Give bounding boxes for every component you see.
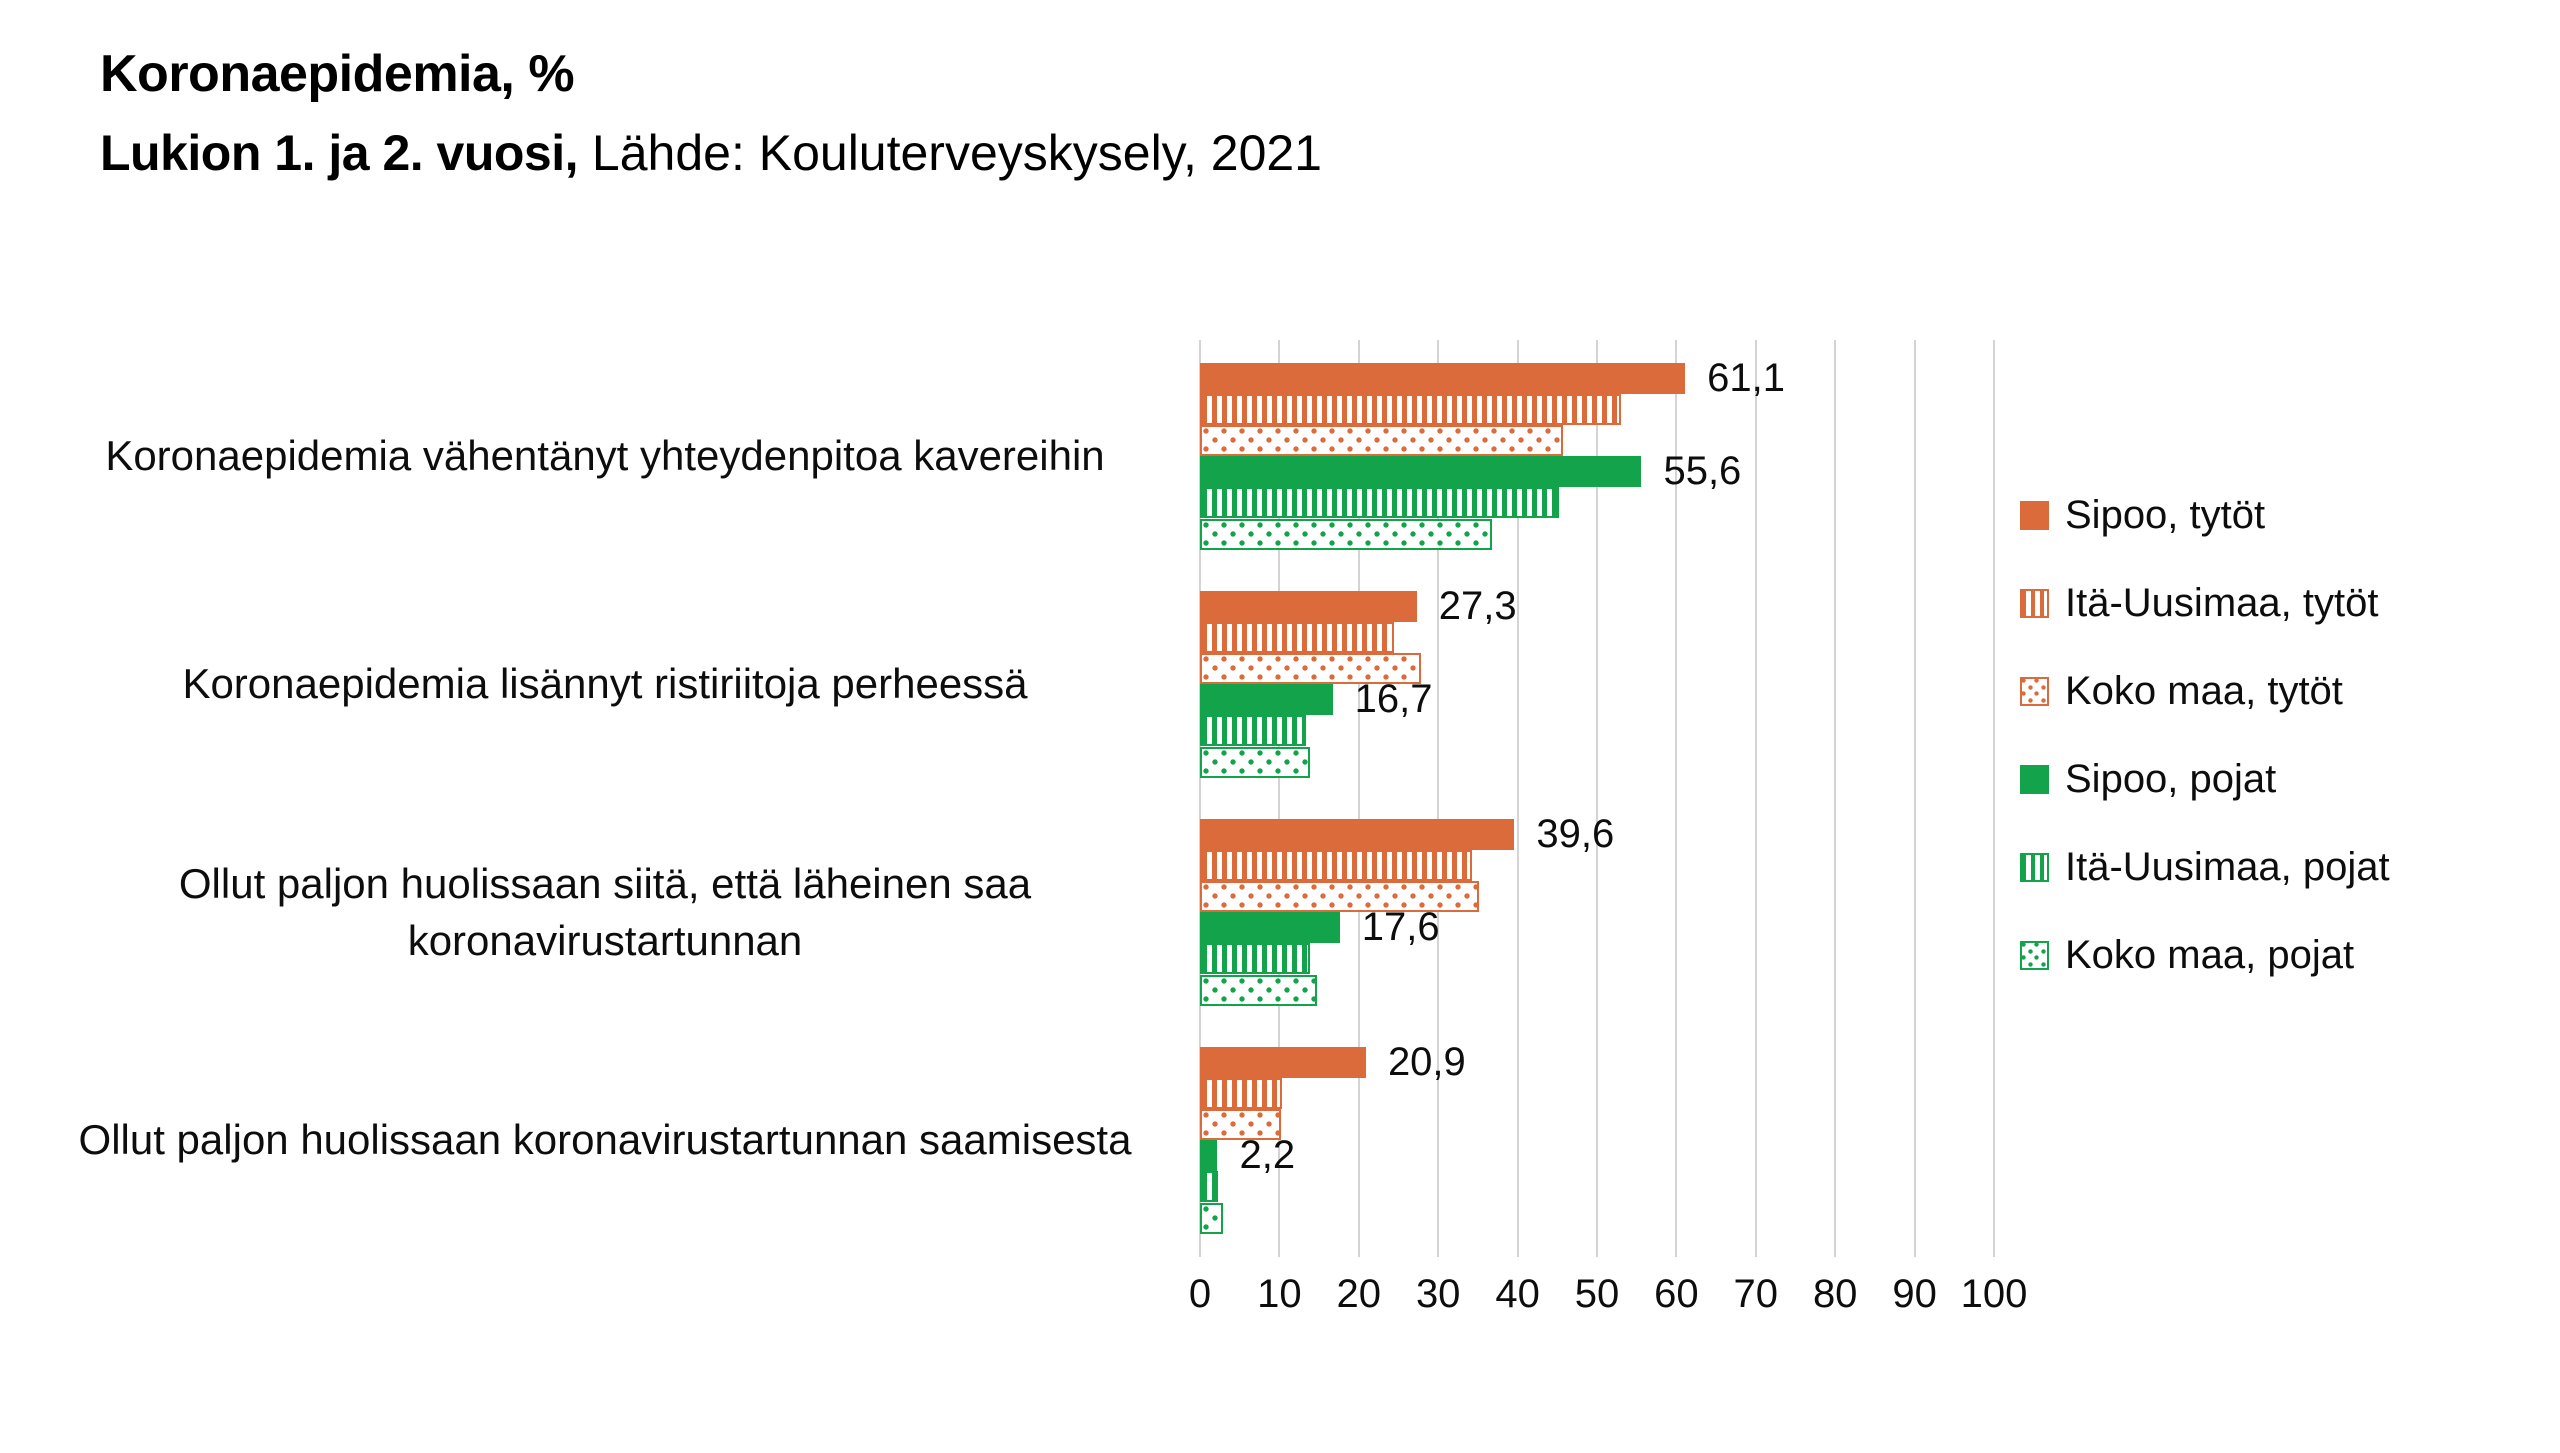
gridline [1754, 340, 1757, 1257]
gridline [1437, 340, 1440, 1257]
x-tick-label: 80 [1812, 1272, 1858, 1316]
bar-stripes-series4-cat3 [1200, 1171, 1219, 1203]
legend-swatch-solid-icon [2020, 500, 2049, 530]
bar-solid-series3-cat0 [1200, 456, 1642, 488]
bar-stripes-series1-cat3 [1200, 1078, 1282, 1110]
category-label: Koronaepidemia vähentänyt yhteydenpitoa … [105, 432, 1105, 480]
legend-label: Itä-Uusimaa, pojat [2065, 844, 2390, 889]
value-label: 17,6 [1361, 905, 1440, 950]
legend-item: Itä-Uusimaa, tytöt [2020, 581, 2378, 625]
value-label: 20,9 [1387, 1040, 1466, 1084]
legend-label: Itä-Uusimaa, tytöt [2065, 580, 2379, 625]
legend-item: Sipoo, pojat [2020, 757, 2276, 801]
legend-item: Koko maa, tytöt [2020, 669, 2343, 713]
bar-dots-series2-cat2 [1200, 881, 1480, 913]
bar-stripes-series1-cat2 [1200, 850, 1473, 882]
x-tick-label: 0 [1188, 1272, 1212, 1316]
legend-swatch-dots-icon [2020, 676, 2049, 706]
bar-dots-series2-cat1 [1200, 653, 1421, 685]
x-tick-label: 40 [1495, 1272, 1540, 1316]
legend-swatch-stripes-icon [2020, 852, 2049, 882]
bar-dots-series2-cat3 [1200, 1109, 1281, 1141]
gridline [1278, 340, 1281, 1257]
x-tick-label: 70 [1733, 1272, 1779, 1316]
x-tick-label: 60 [1654, 1272, 1699, 1316]
value-label: 2,2 [1239, 1133, 1296, 1178]
chart-header: Koronaepidemia, % Lukion 1. ja 2. vuosi,… [100, 48, 1322, 178]
gridline [1516, 340, 1519, 1257]
legend-item: Itä-Uusimaa, pojat [2020, 845, 2390, 889]
bar-stripes-series4-cat0 [1200, 487, 1559, 519]
legend-swatch-stripes-icon [2020, 588, 2049, 618]
legend-swatch-dots-icon [2020, 940, 2049, 970]
gridline [1913, 340, 1916, 1257]
value-label: 16,7 [1354, 677, 1433, 722]
bar-dots-series5-cat1 [1200, 746, 1311, 778]
legend-swatch-solid-icon [2020, 764, 2049, 794]
gridline [1834, 340, 1837, 1257]
legend-label: Koko maa, pojat [2065, 932, 2355, 977]
gridline [1357, 340, 1360, 1257]
bar-dots-series5-cat3 [1200, 1202, 1224, 1234]
value-label: 39,6 [1536, 812, 1615, 856]
value-label: 55,6 [1663, 449, 1742, 494]
category-label: Ollut paljon huolissaan koronavirustartu… [78, 1116, 1132, 1164]
legend-label: Koko maa, tytöt [2065, 668, 2343, 713]
gridline [1675, 340, 1678, 1257]
category-label: Ollut paljon huolissaan siitä, että lähe… [178, 859, 1032, 964]
legend-label: Sipoo, tytöt [2065, 492, 2266, 537]
bar-solid-series3-cat3 [1200, 1140, 1218, 1172]
chart-subtitle: Lukion 1. ja 2. vuosi, Lähde: Kouluterve… [100, 128, 1322, 178]
bar-solid-series3-cat2 [1200, 912, 1340, 944]
bar-dots-series2-cat0 [1200, 425, 1563, 457]
gridline [1199, 340, 1201, 1257]
bar-dots-series5-cat2 [1200, 974, 1317, 1006]
legend-label: Sipoo, pojat [2065, 756, 2277, 801]
legend-item: Sipoo, tytöt [2020, 493, 2265, 537]
x-tick-label: 90 [1892, 1272, 1937, 1316]
gridline [1596, 340, 1598, 1257]
category-label: Koronaepidemia lisännyt ristiriitoja per… [182, 660, 1028, 708]
x-tick-label: 30 [1415, 1272, 1461, 1316]
x-tick-label: 50 [1574, 1272, 1620, 1316]
gridline [1993, 340, 1995, 1257]
value-label: 61,1 [1707, 356, 1785, 400]
bar-solid-series0-cat1 [1200, 591, 1417, 622]
bar-stripes-series1-cat0 [1200, 394, 1621, 426]
bar-solid-series0-cat0 [1200, 363, 1686, 394]
bar-solid-series3-cat1 [1200, 684, 1333, 716]
bar-solid-series0-cat3 [1200, 1047, 1366, 1078]
x-tick-label: 100 [1960, 1272, 2028, 1316]
x-tick-label: 20 [1336, 1272, 1382, 1316]
chart-title: Koronaepidemia, % [100, 45, 575, 103]
plot-area: 61,1 55,6 27,3 16,7 39,6 17,6 20,9 2,2 [1199, 340, 1995, 1257]
value-label: 27,3 [1438, 584, 1517, 628]
bar-stripes-series4-cat2 [1200, 943, 1310, 975]
bar-stripes-series4-cat1 [1200, 715, 1306, 747]
bar-dots-series5-cat0 [1200, 518, 1493, 550]
bar-solid-series0-cat2 [1200, 819, 1515, 850]
chart-subtitle-bold: Lukion 1. ja 2. vuosi, [100, 125, 579, 181]
legend-item: Koko maa, pojat [2020, 933, 2354, 977]
chart-subtitle-source: Lähde: Kouluterveyskysely, 2021 [578, 125, 1322, 181]
bar-stripes-series1-cat1 [1200, 622, 1394, 654]
x-tick-label: 10 [1257, 1272, 1302, 1316]
